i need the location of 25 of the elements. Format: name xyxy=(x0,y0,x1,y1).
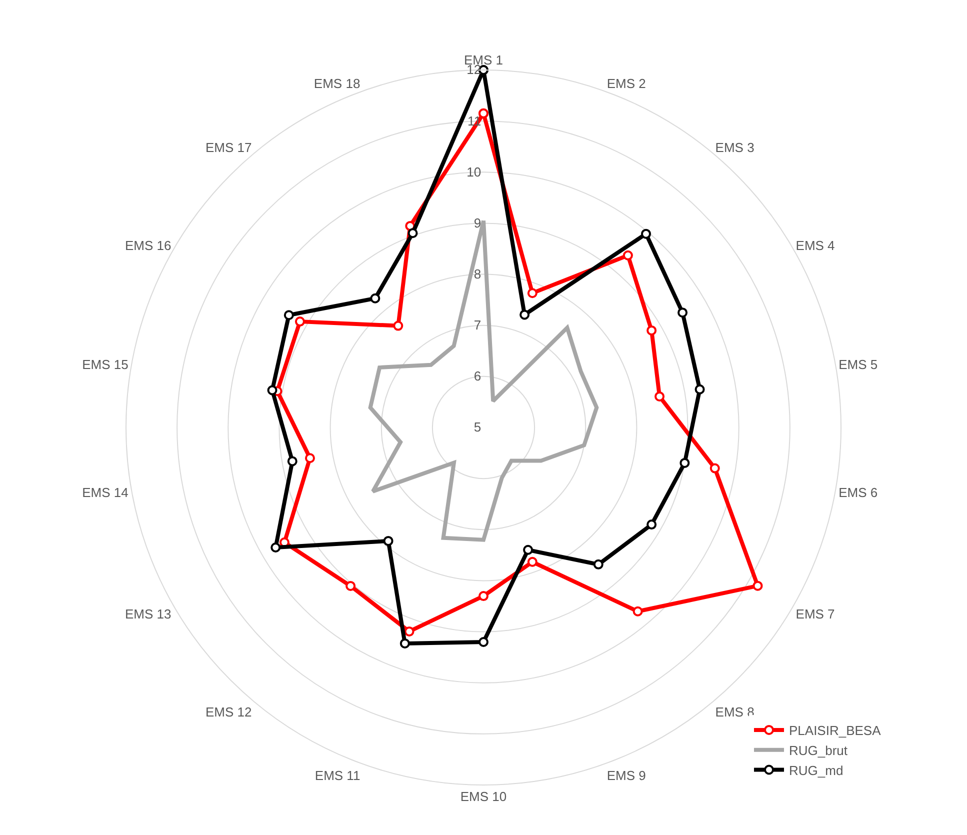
spoke-label: EMS 15 xyxy=(82,356,128,372)
spoke-label: EMS 5 xyxy=(838,356,878,372)
legend-label: PLAISIR_BESA xyxy=(789,723,882,738)
y-tick-label: 5 xyxy=(474,420,482,435)
legend-label: RUG_brut xyxy=(789,742,848,758)
spoke-label: EMS 17 xyxy=(205,140,252,156)
spoke-label: EMS 12 xyxy=(205,704,252,720)
y-tick-label: 8 xyxy=(474,266,482,282)
spoke-label: EMS 3 xyxy=(715,140,754,156)
spoke-label: EMS 16 xyxy=(124,238,172,253)
y-tick-label: 6 xyxy=(474,368,482,384)
spoke-label: EMS 2 xyxy=(606,76,646,91)
spoke-label: EMS 4 xyxy=(796,238,835,253)
spoke-label: EMS 14 xyxy=(82,484,128,500)
spoke-label: EMS 18 xyxy=(314,76,360,91)
y-tick-label: 7 xyxy=(474,318,482,333)
y-tick-label: 10 xyxy=(466,164,482,180)
spoke-label: EMS 11 xyxy=(314,768,360,784)
spoke-label: EMS 6 xyxy=(838,484,878,500)
spoke-label: EMS 13 xyxy=(124,606,172,622)
spoke-label: EMS 7 xyxy=(796,606,835,622)
legend-label: RUG_md xyxy=(789,762,844,778)
y-tick-label: 9 xyxy=(474,215,482,230)
spoke-label: EMS 10 xyxy=(460,789,507,804)
spoke-label: EMS 9 xyxy=(606,768,646,784)
